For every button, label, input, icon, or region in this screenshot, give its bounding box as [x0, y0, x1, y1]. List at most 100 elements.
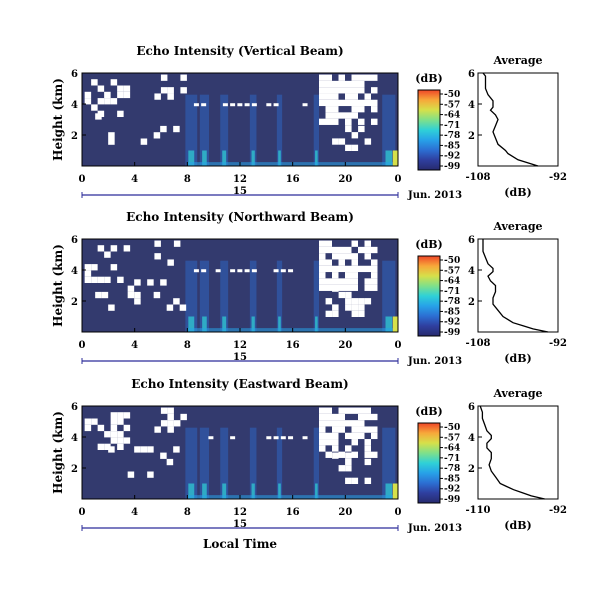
- chart-title: Echo Intensity (Northward Beam): [126, 210, 354, 224]
- colorbar-tick-label: -64: [444, 277, 460, 287]
- colorbar-tick-label: -57: [444, 433, 460, 443]
- echo-plume: [199, 94, 210, 166]
- no-data-cell: [364, 298, 372, 305]
- colorbar-tick-label: -78: [444, 131, 460, 141]
- colorbar-tick-label: -50: [444, 256, 460, 266]
- profile-y-tick-label: 2: [468, 131, 475, 142]
- echo-plume: [382, 260, 396, 332]
- no-data-cell: [371, 284, 378, 291]
- no-data-cell: [364, 458, 372, 466]
- no-data-cell: [351, 310, 359, 317]
- profile-y-tick-label: 4: [468, 266, 475, 277]
- no-data-cell: [351, 99, 358, 107]
- no-data-cell: [84, 270, 92, 277]
- echo-plume: [185, 94, 198, 166]
- no-data-cell: [371, 74, 378, 81]
- no-data-cell: [345, 291, 352, 299]
- no-data-cell: [364, 138, 372, 145]
- no-data-cell: [104, 91, 111, 99]
- no-data-cell: [358, 74, 365, 81]
- no-data-cell: [345, 298, 352, 305]
- date-label: Jun. 2013: [407, 356, 462, 367]
- no-data-cell: [358, 99, 365, 107]
- no-data-cell: [215, 269, 221, 273]
- echo-plume: [249, 94, 257, 166]
- no-data-cell: [345, 112, 352, 119]
- no-data-cell: [358, 310, 365, 317]
- echo-plume-core: [278, 483, 281, 499]
- no-data-cell: [332, 413, 339, 421]
- no-data-cell: [325, 118, 332, 125]
- echo-plume: [313, 260, 319, 332]
- no-data-cell: [325, 278, 332, 285]
- no-data-cell: [123, 245, 131, 252]
- x-tick-label: 0: [395, 340, 402, 351]
- colorbar-tick-label: -92: [444, 152, 460, 162]
- echo-plume-core: [188, 483, 195, 499]
- no-data-cell: [332, 80, 339, 88]
- no-data-cell: [364, 240, 371, 247]
- no-data-cell: [108, 446, 115, 453]
- x-tick-label: 4: [131, 174, 138, 185]
- y-tick-label: 4: [71, 433, 78, 444]
- no-data-cell: [319, 426, 326, 433]
- no-data-cell: [110, 98, 118, 105]
- no-data-cell: [351, 80, 358, 88]
- y-tick-label: 4: [71, 266, 78, 277]
- y-tick-label: 2: [71, 464, 78, 475]
- no-data-cell: [273, 103, 279, 107]
- no-data-cell: [338, 451, 345, 458]
- no-data-cell: [325, 298, 333, 305]
- echo-plume: [249, 260, 257, 332]
- no-data-cell: [364, 413, 371, 421]
- colorbar-tick-label: -99: [444, 328, 460, 338]
- no-data-cell: [173, 298, 180, 305]
- no-data-cell: [358, 106, 365, 113]
- no-data-cell: [84, 98, 92, 105]
- x-tick-label: 16: [286, 340, 300, 351]
- colorbar: [417, 89, 441, 171]
- no-data-cell: [325, 420, 332, 427]
- no-data-cell: [319, 278, 326, 285]
- profile-title: Average: [492, 220, 542, 233]
- no-data-cell: [338, 87, 345, 94]
- no-data-cell: [345, 465, 352, 472]
- profile-x-label: (dB): [504, 186, 531, 199]
- no-data-cell: [251, 103, 257, 107]
- no-data-cell: [230, 436, 236, 440]
- no-data-cell: [364, 445, 371, 452]
- colorbar-tick-label: -99: [444, 162, 460, 172]
- no-data-cell: [351, 259, 358, 266]
- day-label: 15: [233, 352, 247, 363]
- echo-plume: [382, 427, 396, 499]
- no-data-cell: [266, 436, 272, 440]
- no-data-cell: [345, 458, 352, 466]
- profile-y-tick-label: 6: [468, 402, 475, 413]
- no-data-cell: [154, 93, 161, 100]
- no-data-cell: [154, 253, 161, 260]
- echo-plume-core: [202, 483, 207, 499]
- no-data-cell: [180, 413, 187, 421]
- no-data-cell: [371, 106, 378, 113]
- no-data-cell: [338, 291, 346, 299]
- no-data-cell: [332, 87, 339, 94]
- y-axis-label: Height (km): [51, 78, 65, 161]
- no-data-cell: [147, 471, 154, 478]
- no-data-cell: [91, 104, 98, 111]
- colorbar-tick-label: -85: [444, 141, 460, 151]
- no-data-cell: [332, 285, 339, 292]
- colorbar: [417, 255, 441, 337]
- no-data-cell: [332, 253, 339, 260]
- echo-plume-core: [222, 316, 227, 332]
- colorbar-tick-label: -50: [444, 90, 460, 100]
- colorbar-tick-label: -78: [444, 464, 460, 474]
- no-data-cell: [332, 420, 339, 427]
- no-data-cell: [319, 74, 326, 81]
- no-data-cell: [110, 264, 118, 271]
- no-data-cell: [273, 269, 279, 273]
- no-data-cell: [345, 272, 352, 279]
- no-data-cell: [332, 93, 339, 100]
- no-data-cell: [345, 119, 352, 126]
- no-data-cell: [147, 446, 154, 453]
- no-data-cell: [345, 445, 352, 452]
